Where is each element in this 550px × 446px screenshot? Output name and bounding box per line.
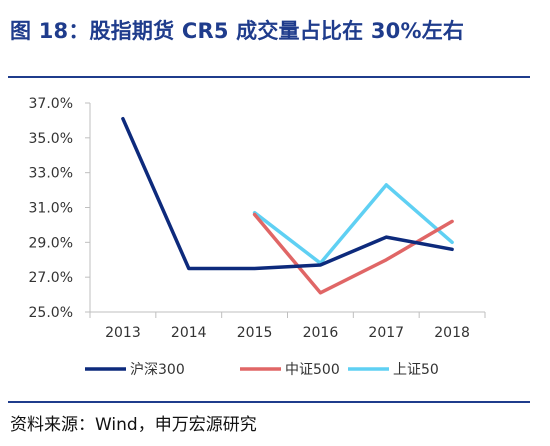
series-lines	[121, 116, 454, 295]
legend: 沪深300 中证500 上证50	[85, 362, 439, 378]
x-tick-label: 2013	[105, 325, 141, 341]
x-tick-label: 2017	[368, 325, 404, 341]
y-tick-label: 37.0%	[29, 96, 73, 112]
x-tick-label: 2016	[303, 325, 339, 341]
source-note: 资料来源：Wind，申万宏源研究	[10, 415, 257, 435]
y-axis: 25.0% 27.0% 29.0% 31.0% 33.0% 35.0% 37.0%	[29, 96, 91, 321]
y-tick-label: 25.0%	[29, 305, 73, 321]
x-tick-label: 2018	[434, 325, 470, 341]
line-chart: 25.0% 27.0% 29.0% 31.0% 33.0% 35.0% 37.0% 2013…	[29, 96, 486, 378]
figure-title: 图 18：股指期货 CR5 成交量占比在 30%左右	[10, 19, 465, 43]
legend-label-0: 沪深300	[130, 362, 185, 378]
legend-label-2: 上证50	[393, 362, 439, 378]
series-line-1	[252, 212, 454, 295]
legend-label-1: 中证500	[285, 362, 340, 378]
x-tick-label: 2014	[171, 325, 207, 341]
footer-divider	[8, 401, 530, 403]
y-tick-label: 27.0%	[29, 270, 73, 286]
y-tick-label: 35.0%	[29, 131, 73, 147]
y-tick-label: 29.0%	[29, 235, 73, 251]
x-axis: 2013 2014 2015 2016 2017 2018	[89, 311, 486, 341]
y-tick-label: 33.0%	[29, 166, 73, 182]
y-tick-label: 31.0%	[29, 201, 73, 217]
x-tick-label: 2015	[237, 325, 273, 341]
series-line-0	[121, 116, 454, 271]
title-divider	[8, 76, 530, 78]
series-line-2	[252, 183, 454, 265]
